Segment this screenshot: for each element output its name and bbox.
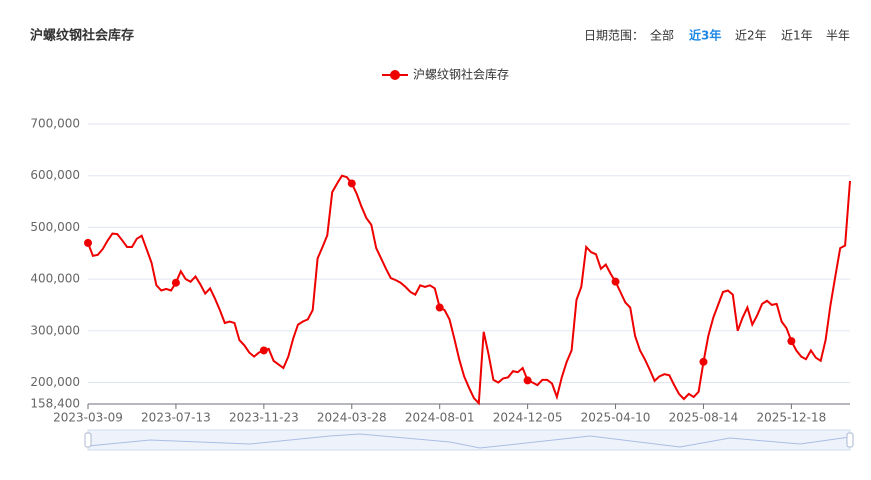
y-tick-label: 600,000	[30, 168, 80, 182]
x-tick-label: 2023-03-09	[53, 411, 123, 425]
range-option[interactable]: 近1年	[781, 29, 813, 43]
series-point[interactable]	[171, 278, 180, 287]
x-tick-label: 2025-08-14	[669, 411, 739, 425]
zoom-handle[interactable]	[84, 432, 92, 448]
y-tick-label: 700,000	[30, 117, 80, 131]
legend-label: 沪螺纹钢社会库存	[413, 67, 509, 82]
series-point[interactable]	[435, 303, 444, 312]
x-tick-label: 2024-08-01	[405, 411, 475, 425]
series-point[interactable]	[347, 179, 356, 188]
x-tick-label: 2024-12-05	[493, 411, 563, 425]
series-point[interactable]	[259, 346, 268, 355]
y-tick-label: 200,000	[30, 375, 80, 389]
legend-marker	[390, 70, 400, 80]
chart-title: 沪螺纹钢社会库存	[30, 28, 134, 44]
y-tick-label: 500,000	[30, 220, 80, 234]
y-tick-label: 400,000	[30, 272, 80, 286]
series-point[interactable]	[787, 337, 796, 346]
range-option[interactable]: 全部	[650, 28, 674, 43]
zoom-preview	[87, 433, 851, 449]
range-option[interactable]: 近2年	[735, 29, 767, 43]
series-point[interactable]	[84, 238, 92, 247]
series-point[interactable]	[611, 277, 620, 286]
zoom-slider[interactable]	[87, 429, 851, 451]
range-option[interactable]: 近3年	[689, 28, 721, 43]
y-tick-label: 158,400	[30, 397, 80, 411]
series-point[interactable]	[699, 357, 708, 366]
series-line	[87, 174, 851, 406]
range-label: 日期范围：	[584, 29, 644, 43]
y-tick-label: 300,000	[30, 323, 80, 337]
x-tick-label: 2023-07-13	[141, 411, 211, 425]
x-tick-label: 2025-04-10	[581, 411, 651, 425]
x-tick-label: 2025-12-18	[757, 411, 827, 425]
x-tick-label: 2024-03-28	[317, 411, 387, 425]
series-point[interactable]	[523, 376, 532, 385]
x-tick-label: 2023-11-23	[229, 411, 299, 425]
range-option[interactable]: 半年	[826, 29, 850, 43]
zoom-handle[interactable]	[846, 432, 854, 448]
